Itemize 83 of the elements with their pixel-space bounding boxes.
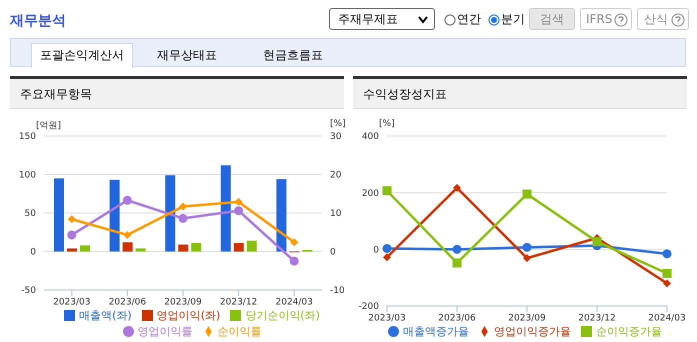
y-tick-label: 100	[18, 170, 36, 181]
point	[234, 198, 243, 206]
bar	[54, 178, 64, 252]
point	[290, 238, 298, 246]
y2-axis-title: [%]	[330, 119, 346, 129]
y-tick-label: 400	[362, 132, 380, 142]
text: 현금흐름표	[263, 47, 323, 64]
bar	[122, 242, 133, 252]
x-tick-label: 2023/09	[508, 313, 546, 324]
x-tick-label: 2023/03	[368, 313, 406, 324]
y-tick-label: -50	[21, 286, 36, 296]
y2-tick-label: 10	[330, 209, 342, 220]
x-tick-label: 2023/06	[108, 297, 146, 308]
point	[68, 215, 76, 224]
bar	[220, 165, 231, 252]
legend-label: 영업이익률	[138, 325, 192, 338]
bar	[234, 243, 244, 252]
point	[178, 214, 188, 223]
point	[382, 186, 392, 196]
text: 산식	[637, 8, 689, 30]
point	[662, 249, 672, 258]
legend-label: 순이익률	[218, 325, 262, 338]
y-tick-label: -200	[358, 302, 380, 312]
point	[290, 256, 299, 266]
point	[522, 242, 532, 252]
legend-label: 매출액(좌)	[79, 309, 132, 322]
point	[662, 268, 672, 278]
legend-label: 당기순이익(좌)	[245, 309, 320, 322]
legend-label: 순이익증가율	[596, 325, 662, 338]
x-tick-label: 2023/12	[578, 313, 616, 324]
text: IFRS	[580, 8, 632, 30]
text: 연간	[457, 11, 481, 28]
bar	[136, 248, 146, 252]
point	[383, 253, 391, 262]
text: 재무상태표	[157, 47, 217, 64]
x-tick-label: 2023/09	[164, 297, 202, 308]
legend-label: 영업이익(좌)	[156, 309, 220, 322]
bar	[191, 243, 202, 252]
text: 재무분석	[10, 12, 66, 30]
y2-tick-label: -10	[330, 286, 345, 296]
y2-tick-label: 0	[330, 248, 336, 258]
y-tick-label: 50	[24, 209, 36, 220]
point	[123, 230, 132, 239]
y-axis-title: [억원]	[36, 120, 62, 132]
text: 포괄손익계산서	[31, 43, 133, 68]
text: 분기	[501, 11, 525, 28]
point	[382, 244, 392, 253]
y-tick-label: 200	[362, 188, 380, 199]
legend-label: 영업이익증가율	[494, 325, 571, 338]
y-tick-label: 0	[30, 248, 36, 258]
bar	[246, 240, 257, 252]
x-tick-label: 2024/03	[276, 297, 313, 308]
point	[523, 254, 531, 262]
point	[522, 190, 532, 199]
point	[452, 258, 462, 268]
bar	[178, 244, 188, 252]
bar	[165, 175, 176, 252]
y-tick-label: 0	[373, 246, 380, 256]
x-tick-label: 2024/03	[648, 313, 686, 324]
bar	[110, 180, 120, 252]
text: 주재무제표	[329, 8, 435, 30]
bar	[67, 248, 77, 252]
point	[122, 196, 132, 205]
point	[234, 206, 244, 216]
y-axis-title: [%]	[379, 119, 395, 129]
bar	[80, 245, 90, 252]
x-tick-label: 2023/12	[220, 297, 258, 308]
bar	[276, 179, 286, 252]
point	[452, 244, 462, 254]
x-tick-label: 2023/06	[438, 313, 476, 324]
point	[179, 202, 187, 210]
chart-title: 주요재무항목	[20, 86, 92, 103]
point	[453, 184, 461, 192]
point	[592, 237, 602, 246]
chart-title: 수익성장성지표	[363, 86, 447, 103]
legend-label: 매출액증가율	[403, 325, 469, 338]
point	[663, 279, 671, 288]
x-tick-label: 2023/03	[53, 297, 90, 308]
y2-tick-label: 30	[330, 132, 342, 142]
text: 검색	[529, 8, 575, 30]
y-tick-label: 150	[18, 132, 36, 142]
point	[67, 230, 76, 240]
y2-tick-label: 20	[330, 170, 342, 181]
